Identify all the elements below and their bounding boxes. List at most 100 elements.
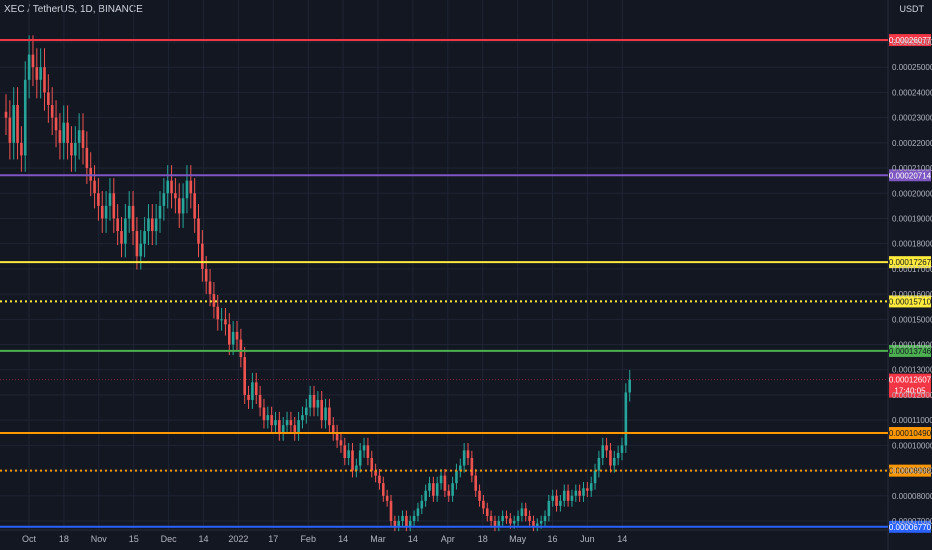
- candle-body: [124, 218, 127, 244]
- time-tick-label: 18: [59, 534, 69, 544]
- candle-body: [231, 331, 235, 345]
- candle-body: [520, 508, 524, 516]
- candle-body: [166, 180, 169, 194]
- level-price-label: 0.00015710: [889, 297, 932, 306]
- price-tick-label: 0.00011000: [892, 416, 932, 425]
- candle-body: [201, 243, 204, 269]
- candle-body: [301, 415, 304, 421]
- candle-body: [393, 521, 397, 527]
- price-tick-label: 0.00009000: [892, 467, 932, 476]
- candle-body: [100, 205, 104, 219]
- price-tick-label: 0.00024000: [892, 88, 932, 97]
- candle-body: [228, 324, 231, 345]
- candle-body: [177, 198, 181, 214]
- candle-body: [4, 111, 8, 118]
- candle-body: [462, 450, 466, 466]
- candle-body: [605, 445, 608, 451]
- candle-body: [551, 495, 554, 501]
- candle-body: [185, 180, 189, 199]
- price-tick-label: 0.00021000: [892, 164, 932, 173]
- time-tick-label: 15: [129, 534, 139, 544]
- level-price-tag: [889, 520, 931, 533]
- candle-body: [597, 457, 601, 471]
- candle-body: [532, 521, 535, 527]
- candle-body: [451, 483, 454, 496]
- candle-body: [216, 306, 220, 320]
- price-tick-label: 0.00010000: [892, 441, 932, 450]
- candle-body: [285, 420, 289, 426]
- candle-body: [39, 67, 42, 80]
- price-tick-label: 0.00022000: [892, 139, 932, 148]
- candle-body: [566, 490, 570, 501]
- symbol-title: XEC / TetherUS, 1D, BINANCE: [4, 4, 143, 15]
- candle-body: [189, 180, 193, 194]
- candle-body: [54, 117, 58, 131]
- candle-body: [570, 495, 574, 501]
- price-tick-label: 0.00008000: [892, 492, 932, 501]
- candle-body: [77, 130, 81, 143]
- candle-body: [501, 515, 504, 521]
- candle-body: [555, 495, 558, 506]
- candle-body: [516, 515, 520, 521]
- candle-body: [351, 450, 354, 471]
- candle-body: [127, 205, 131, 219]
- time-tick-label: 2022: [228, 534, 248, 544]
- candle-body: [104, 205, 108, 219]
- horizontal-levels: 0.00026077 0.00020714 0.00017267 0.00015710…: [0, 34, 932, 533]
- candle-body: [320, 399, 323, 421]
- level-price-tag: [889, 256, 931, 269]
- candle-body: [389, 500, 393, 521]
- candle-body: [424, 490, 427, 501]
- candle-body: [35, 67, 39, 80]
- candle-body: [586, 488, 589, 491]
- candle-body: [485, 508, 489, 516]
- level-price-tag: [889, 34, 931, 47]
- candle-body: [528, 515, 531, 521]
- candle-body: [559, 500, 562, 506]
- candle-body: [428, 483, 431, 491]
- price-axis: 0.00026000 0.00025000 0.00024000 0.00023000…: [892, 38, 932, 526]
- candle-body: [135, 231, 139, 257]
- candle-body: [154, 218, 158, 232]
- price-tick-label: 0.00026000: [892, 38, 932, 47]
- candle-body: [328, 407, 331, 426]
- level-price-label: 0.00017267: [889, 258, 932, 267]
- candle-body: [131, 205, 135, 232]
- candle-body: [23, 79, 27, 156]
- candle-body: [624, 392, 628, 446]
- candle-body: [455, 470, 458, 484]
- candle-body: [405, 515, 408, 527]
- candle-body: [47, 92, 50, 106]
- candle-body: [254, 382, 258, 395]
- candle-body: [478, 490, 481, 501]
- candle-body: [362, 445, 366, 451]
- candle-body: [509, 518, 512, 524]
- candle-body: [589, 483, 593, 491]
- time-tick-label: Feb: [300, 534, 316, 544]
- candle-body: [66, 122, 69, 143]
- time-tick-label: Oct: [22, 534, 37, 544]
- candle-body: [474, 475, 477, 491]
- candle-body: [293, 425, 297, 433]
- candle-body: [174, 193, 177, 199]
- candle-body: [443, 475, 447, 491]
- countdown-label: 17:40:05: [894, 387, 926, 396]
- time-tick-label: Apr: [441, 534, 455, 544]
- candle-body: [482, 500, 485, 509]
- candle-body: [247, 394, 250, 400]
- price-tick-label: 0.00014000: [892, 341, 932, 350]
- candle-body: [324, 407, 327, 421]
- level-price-label: 0.00006770: [889, 523, 932, 532]
- candle-body: [574, 490, 578, 496]
- candle-body: [408, 521, 412, 527]
- candle-body: [220, 319, 223, 321]
- candle-body: [147, 218, 150, 232]
- candle-body: [316, 399, 320, 408]
- candle-body: [85, 147, 89, 169]
- candle-body: [562, 490, 566, 501]
- candle-body: [439, 475, 443, 484]
- price-tick-label: 0.00012000: [892, 391, 932, 400]
- candle-body: [97, 193, 100, 206]
